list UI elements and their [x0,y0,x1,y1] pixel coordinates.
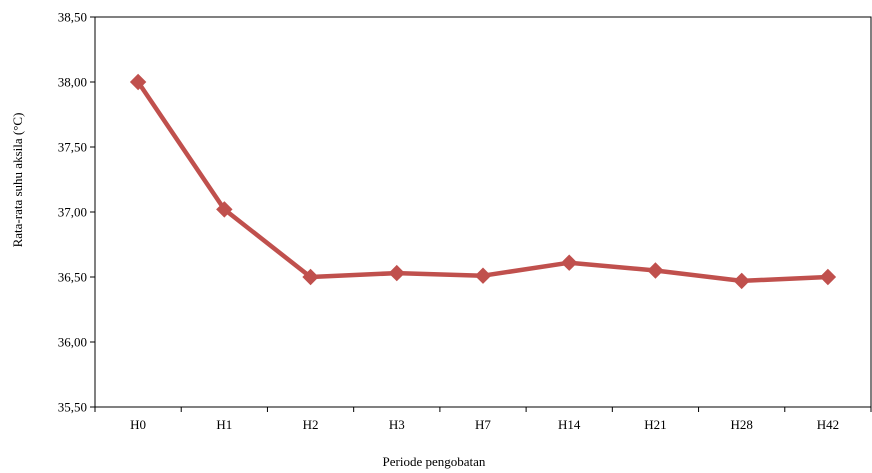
x-tick-label: H0 [130,417,146,432]
x-tick-label: H21 [644,417,666,432]
y-tick-label: 38,50 [58,10,87,25]
data-point-marker [647,262,664,279]
x-tick-label: H2 [303,417,319,432]
data-point-marker [302,268,319,286]
data-point-marker [129,73,147,91]
data-point-marker [216,201,233,218]
data-point-marker [561,254,578,271]
series-layer [129,73,837,290]
x-tick-label: H3 [389,417,405,432]
y-axis: 35,50 36,00 36,50 37,00 37,50 38,00 38,50 [58,10,95,415]
y-tick-label: 38,00 [58,75,87,90]
x-tick-label: H42 [817,417,839,432]
data-point-marker [388,264,405,282]
x-tick-label: H7 [475,417,491,432]
data-point-marker [819,268,837,286]
plot-area-frame [94,16,872,408]
y-tick-label: 37,00 [58,205,87,220]
data-point-marker [733,272,750,290]
x-tick-label: H1 [216,417,232,432]
x-axis: H0 H1 H2 H3 H7 H14 H21 H28 H42 [94,407,872,432]
x-tick-label: H28 [730,417,752,432]
y-tick-label: 36,00 [58,335,87,350]
y-axis-title: Rata-rata suhu aksila (°C) [10,113,25,248]
y-tick-label: 35,50 [58,400,87,415]
x-axis-title: Periode pengobatan [383,454,486,469]
y-tick-label: 36,50 [58,270,87,285]
x-tick-label: H14 [558,417,581,432]
data-point-marker [474,267,492,284]
y-tick-label: 37,50 [58,140,87,155]
series-line [135,79,831,284]
